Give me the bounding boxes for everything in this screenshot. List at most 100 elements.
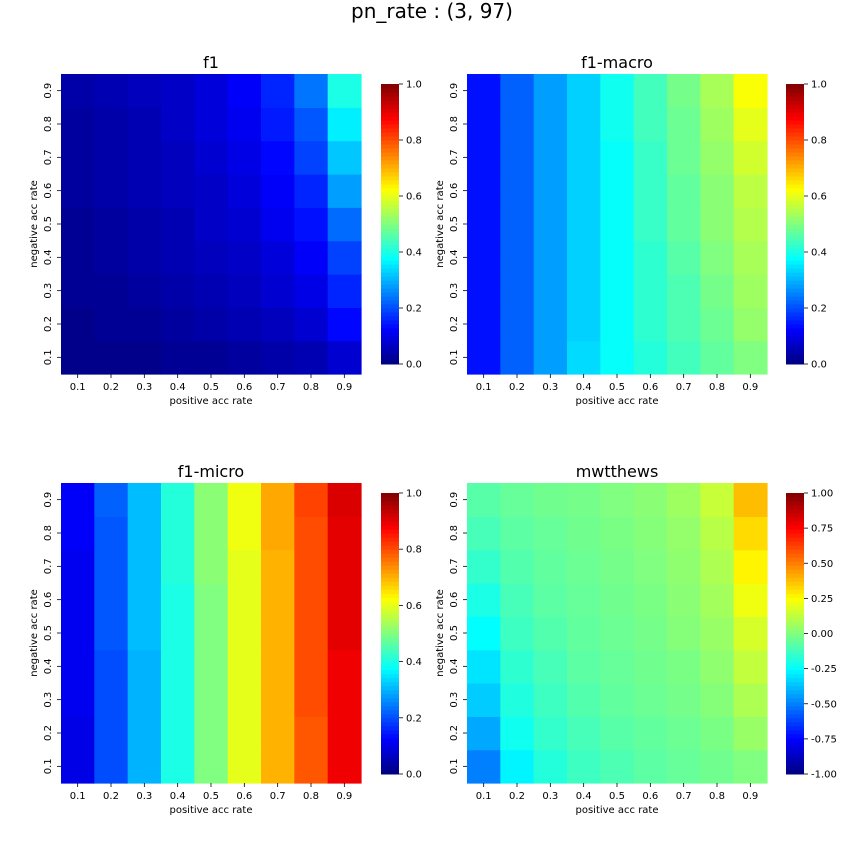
heatmap-cell xyxy=(500,516,535,551)
colorbar-segment xyxy=(786,128,804,133)
colorbar-segment xyxy=(786,753,804,759)
colorbar-segment xyxy=(786,685,804,691)
x-axis-label: positive acc rate xyxy=(169,396,252,407)
colorbar-segment xyxy=(786,621,804,626)
heatmap-cell xyxy=(467,107,501,142)
colorbar-segment xyxy=(786,144,804,149)
heatmap-cell xyxy=(600,683,635,717)
heatmap-cell xyxy=(161,483,195,517)
heatmap-cell xyxy=(161,274,195,308)
heatmap-cell xyxy=(733,483,768,517)
y-axis-label: negative acc rate xyxy=(435,589,446,677)
colorbar-segment xyxy=(786,537,804,542)
heatmap-cell xyxy=(567,174,601,208)
colorbar-segment xyxy=(381,224,399,229)
colorbar-segment xyxy=(381,581,399,586)
colorbar-segment xyxy=(381,649,399,655)
colorbar-segment xyxy=(381,501,399,506)
heatmap-panel-2: f1-macro 0.1 0.2 0.3 0.4 0.5 0.6 0.7 0.8 0.9 posit… xyxy=(435,53,827,407)
colorbar-segment xyxy=(381,625,399,630)
colorbar-segment xyxy=(381,605,399,610)
colorbar-segment xyxy=(786,665,804,671)
colorbar-segment xyxy=(381,573,399,578)
x-tick-label: 0.6 xyxy=(236,791,252,802)
heatmap-cell xyxy=(194,340,229,375)
colorbar-segment xyxy=(786,725,804,731)
colorbar-segment xyxy=(786,96,804,101)
colorbar-segment xyxy=(786,308,804,313)
heatmap-cell xyxy=(127,616,162,651)
heatmap-cell xyxy=(633,140,668,175)
colorbar-segment xyxy=(786,641,804,647)
colorbar-segment xyxy=(786,332,804,337)
heatmap-cell xyxy=(227,307,262,342)
colorbar-tick-label: 0.8 xyxy=(406,545,422,556)
heatmap-cell xyxy=(261,683,295,717)
colorbar-tick-label: 0.0 xyxy=(406,770,422,781)
colorbar-segment xyxy=(381,689,399,695)
heatmap-cell xyxy=(61,516,95,551)
colorbar-segment xyxy=(381,288,399,293)
colorbar-segment xyxy=(786,192,804,197)
x-tick-label: 0.7 xyxy=(676,382,692,393)
heatmap-cell xyxy=(127,140,162,175)
heatmap-cell xyxy=(261,583,295,617)
colorbar-segment xyxy=(786,761,804,767)
heatmap-cell xyxy=(227,240,262,275)
heatmap-cell xyxy=(261,340,295,375)
heatmap-cell xyxy=(61,649,95,684)
heatmap-cell xyxy=(227,749,262,784)
colorbar-segment xyxy=(786,521,804,526)
colorbar-segment xyxy=(786,693,804,699)
heatmap-cell xyxy=(700,749,735,784)
heatmap-cell xyxy=(500,340,535,375)
heatmap-cell xyxy=(733,174,768,208)
colorbar-segment xyxy=(786,769,804,775)
colorbar-tick-label: 0.2 xyxy=(811,304,827,315)
heatmap-cell xyxy=(567,107,601,142)
colorbar-segment xyxy=(786,360,804,365)
heatmap-cell xyxy=(61,74,95,108)
y-tick-label: 0.8 xyxy=(43,116,54,132)
colorbar-segment xyxy=(381,140,399,145)
x-tick-label: 0.9 xyxy=(742,791,758,802)
heatmap-cell xyxy=(161,174,195,208)
heatmap-cell xyxy=(294,207,329,242)
heatmap-cell xyxy=(227,340,262,375)
colorbar-tick-label: -0.75 xyxy=(811,734,837,745)
x-tick-label: 0.6 xyxy=(642,382,658,393)
colorbar-segment xyxy=(381,308,399,313)
heatmap-cell xyxy=(600,174,635,208)
heatmap-cell xyxy=(261,307,295,342)
heatmap-cell xyxy=(467,240,501,275)
heatmap-cell xyxy=(700,616,735,651)
colorbar-segment xyxy=(381,741,399,747)
colorbar-segment xyxy=(786,597,804,602)
colorbar-segment xyxy=(786,340,804,345)
colorbar-segment xyxy=(786,316,804,321)
colorbar-segment xyxy=(381,669,399,675)
x-tick-label: 0.4 xyxy=(170,382,186,393)
heatmap-cell xyxy=(667,516,701,551)
colorbar-segment xyxy=(786,252,804,257)
heatmap-cell xyxy=(500,74,535,108)
colorbar-segment xyxy=(381,208,399,213)
heatmap-cell xyxy=(733,616,768,651)
heatmap-cell xyxy=(161,616,195,651)
colorbar-segment xyxy=(381,661,399,667)
heatmap-cell xyxy=(533,583,568,617)
colorbar-segment xyxy=(381,188,399,193)
heatmap-cell xyxy=(327,107,362,142)
heatmap-cell xyxy=(294,174,329,208)
colorbar-segment xyxy=(786,244,804,249)
colorbar-segment xyxy=(381,88,399,93)
colorbar-segment xyxy=(786,501,804,506)
y-tick-label: 0.7 xyxy=(43,558,54,574)
heatmap-cell xyxy=(567,583,601,617)
colorbar-segment xyxy=(786,493,804,498)
colorbar-segment xyxy=(381,84,399,89)
heatmap-cell xyxy=(633,107,668,142)
heatmap-cell xyxy=(327,649,362,684)
colorbar-segment xyxy=(786,733,804,739)
heatmap-cell xyxy=(467,340,501,375)
